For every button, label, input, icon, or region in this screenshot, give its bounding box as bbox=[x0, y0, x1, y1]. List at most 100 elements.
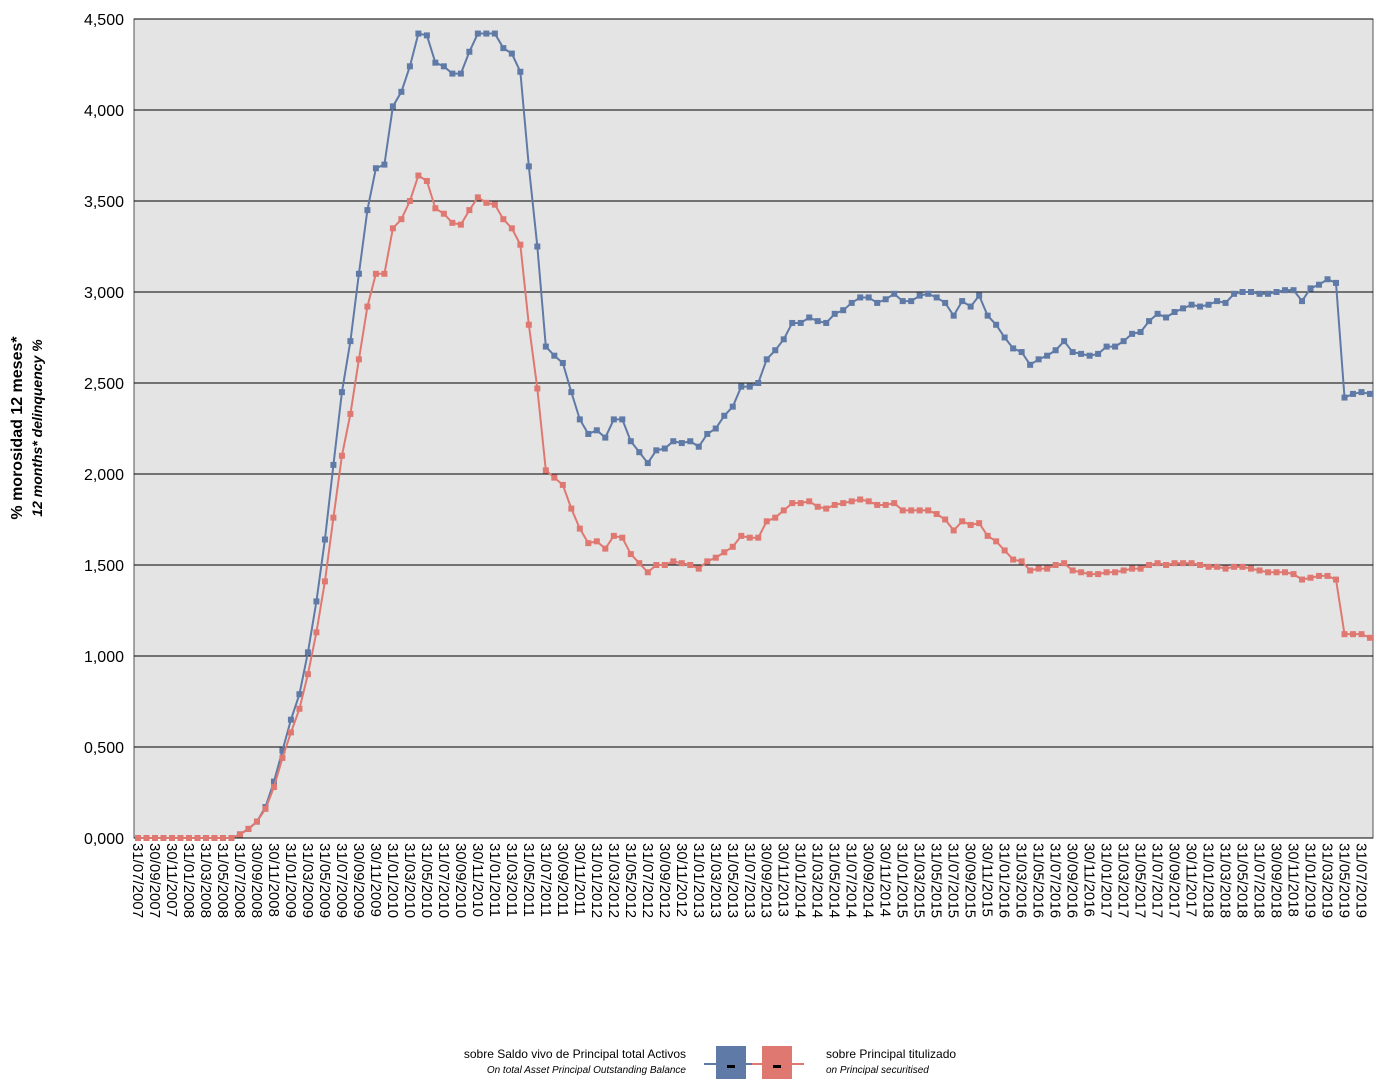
point-marker bbox=[474, 194, 481, 201]
x-tick-label: 31/03/2009 bbox=[299, 843, 316, 918]
point-marker bbox=[338, 389, 345, 396]
x-tick-label: 31/05/2014 bbox=[826, 843, 843, 918]
point-marker bbox=[865, 498, 872, 505]
point-marker bbox=[882, 296, 889, 303]
point-marker bbox=[228, 835, 235, 841]
point-marker bbox=[738, 532, 745, 539]
plot-area bbox=[133, 18, 1374, 839]
point-marker bbox=[916, 507, 923, 514]
point-marker bbox=[508, 50, 515, 57]
point-marker bbox=[823, 505, 830, 512]
point-marker bbox=[423, 32, 430, 39]
point-marker bbox=[1069, 567, 1076, 574]
point-marker bbox=[1018, 558, 1025, 565]
point-marker bbox=[1282, 287, 1289, 294]
point-marker bbox=[1333, 576, 1340, 583]
x-tick-label: 30/11/2013 bbox=[775, 843, 792, 917]
point-marker bbox=[1214, 298, 1221, 305]
x-tick-label: 31/05/2011 bbox=[520, 843, 537, 917]
point-marker bbox=[908, 298, 915, 305]
point-marker bbox=[780, 507, 787, 514]
x-tick-label: 30/09/2013 bbox=[758, 843, 775, 918]
point-marker bbox=[1044, 352, 1051, 359]
point-marker bbox=[287, 729, 294, 736]
point-marker bbox=[440, 210, 447, 217]
x-tick-label: 31/07/2014 bbox=[843, 843, 860, 918]
point-marker bbox=[1222, 565, 1229, 572]
point-marker bbox=[1112, 569, 1119, 576]
point-marker bbox=[1290, 287, 1297, 294]
point-marker bbox=[559, 481, 566, 488]
point-marker bbox=[1069, 349, 1076, 356]
point-marker bbox=[1273, 569, 1280, 576]
point-marker bbox=[712, 425, 719, 432]
point-marker bbox=[1222, 299, 1229, 306]
point-marker bbox=[1197, 562, 1204, 568]
point-marker bbox=[1256, 567, 1263, 574]
point-marker bbox=[687, 562, 694, 568]
x-tick-label: 31/07/2016 bbox=[1047, 843, 1064, 918]
point-marker bbox=[245, 825, 252, 832]
point-marker bbox=[321, 536, 328, 543]
point-marker bbox=[1307, 285, 1314, 292]
point-marker bbox=[457, 221, 464, 228]
x-tick-label: 31/07/2012 bbox=[639, 843, 656, 918]
point-marker bbox=[406, 63, 413, 70]
point-marker bbox=[916, 292, 923, 299]
point-marker bbox=[840, 500, 847, 507]
x-tick-label: 31/07/2011 bbox=[537, 843, 554, 917]
x-tick-label: 30/09/2011 bbox=[554, 843, 571, 917]
legend: sobre Saldo vivo de Principal total Acti… bbox=[464, 1046, 956, 1079]
x-tick-label: 30/09/2009 bbox=[350, 843, 367, 918]
point-marker bbox=[593, 538, 600, 545]
point-marker bbox=[678, 440, 685, 447]
x-tick-label: 31/07/2007 bbox=[129, 843, 146, 918]
point-marker bbox=[1163, 562, 1170, 568]
point-marker bbox=[219, 835, 226, 841]
point-marker bbox=[814, 503, 821, 510]
point-marker bbox=[372, 165, 379, 172]
legend-swatch bbox=[716, 1046, 746, 1079]
x-tick-label: 31/01/2015 bbox=[894, 843, 911, 918]
x-tick-label: 31/01/2016 bbox=[996, 843, 1013, 918]
point-marker bbox=[721, 549, 728, 556]
y-tick-label: 0,000 bbox=[84, 831, 124, 848]
point-marker bbox=[576, 525, 583, 532]
point-marker bbox=[551, 352, 558, 359]
point-marker bbox=[1248, 565, 1255, 572]
point-marker bbox=[525, 163, 532, 170]
point-marker bbox=[857, 294, 864, 301]
x-tick-label: 31/05/2013 bbox=[724, 843, 741, 918]
point-marker bbox=[670, 438, 677, 445]
y-axis-label: % morosidad 12 meses* bbox=[9, 336, 26, 520]
point-marker bbox=[415, 172, 422, 179]
point-marker bbox=[942, 299, 949, 306]
point-marker bbox=[135, 835, 141, 841]
point-marker bbox=[1086, 571, 1093, 578]
point-marker bbox=[160, 835, 167, 841]
point-marker bbox=[500, 45, 507, 52]
point-marker bbox=[891, 500, 898, 507]
point-marker bbox=[619, 534, 626, 541]
x-tick-label: 31/03/2013 bbox=[707, 843, 724, 918]
point-marker bbox=[1197, 303, 1204, 310]
x-tick-label: 31/01/2019 bbox=[1302, 843, 1319, 918]
point-marker bbox=[772, 347, 779, 354]
y-tick-label: 0,500 bbox=[84, 740, 124, 757]
point-marker bbox=[568, 505, 575, 512]
point-marker bbox=[1265, 569, 1272, 576]
point-marker bbox=[797, 319, 804, 326]
point-marker bbox=[704, 430, 711, 437]
point-marker bbox=[1120, 338, 1127, 345]
y-tick-label: 3,500 bbox=[84, 194, 124, 211]
point-marker bbox=[1103, 569, 1110, 576]
point-marker bbox=[381, 161, 388, 168]
x-tick-label: 30/11/2010 bbox=[469, 843, 486, 917]
point-marker bbox=[984, 532, 991, 539]
point-marker bbox=[202, 835, 209, 841]
x-tick-label: 30/09/2008 bbox=[248, 843, 265, 918]
x-tick-label: 31/01/2017 bbox=[1098, 843, 1115, 918]
point-marker bbox=[806, 314, 813, 321]
point-marker bbox=[942, 516, 949, 523]
point-marker bbox=[1078, 350, 1085, 357]
